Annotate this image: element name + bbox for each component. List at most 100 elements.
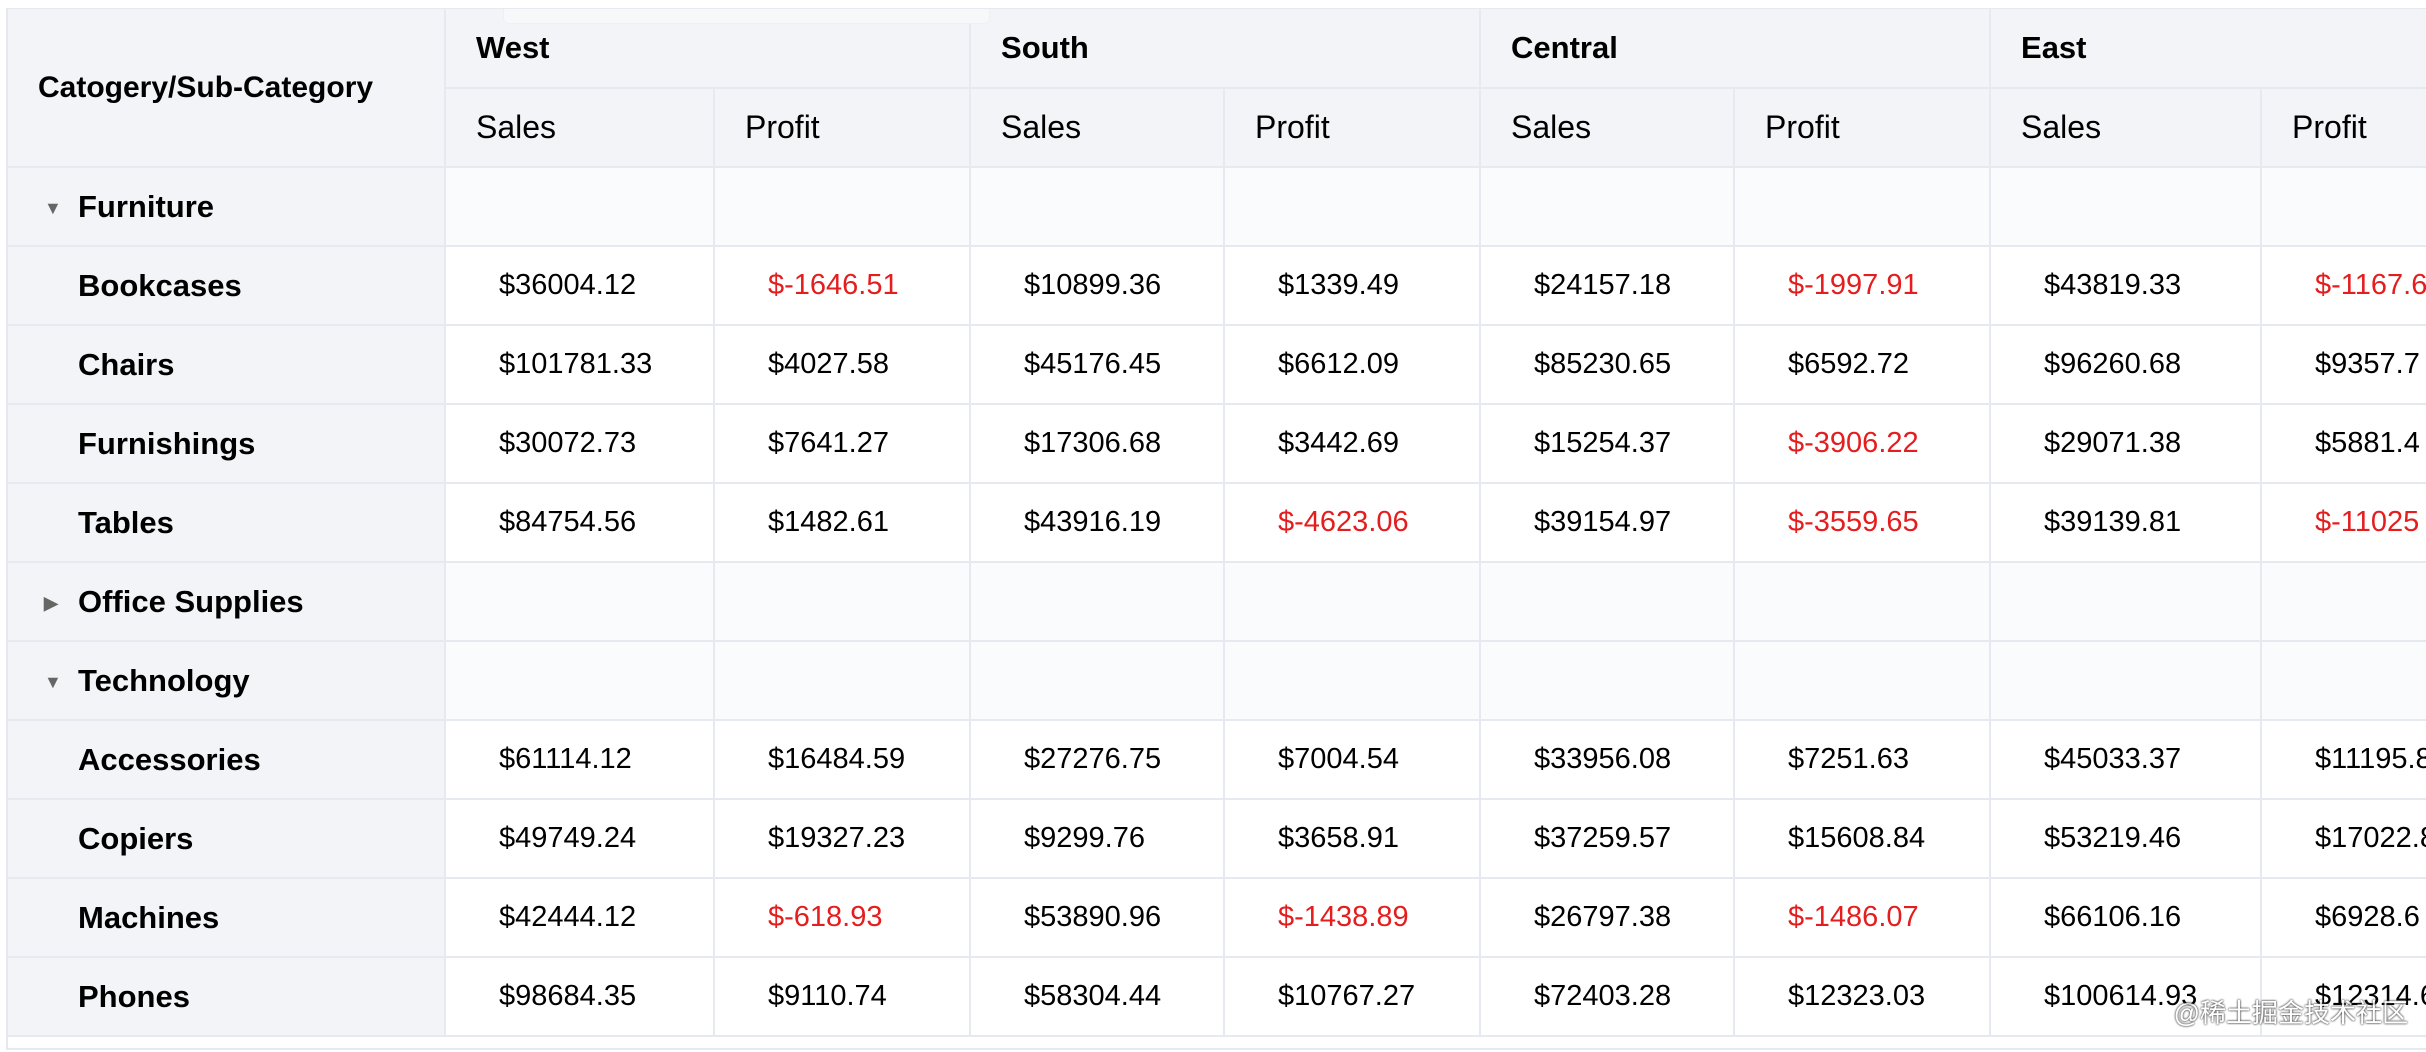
- sales-cell[interactable]: $29071.38: [1989, 403, 2263, 484]
- profit-cell[interactable]: $-1438.89: [1223, 877, 1482, 958]
- sales-cell[interactable]: $43916.19: [969, 482, 1226, 563]
- caret-down-icon[interactable]: ▼: [44, 671, 62, 692]
- sales-cell[interactable]: $9299.76: [969, 798, 1226, 879]
- profit-cell[interactable]: $19327.23: [712, 798, 972, 879]
- subcategory-header[interactable]: Bookcases: [8, 245, 446, 326]
- sales-cell[interactable]: $53890.96: [969, 877, 1226, 958]
- subcategory-header[interactable]: Phones: [8, 956, 446, 1037]
- sales-cell[interactable]: $26797.38: [1479, 877, 1736, 958]
- sales-cell[interactable]: $66106.16: [1989, 877, 2263, 958]
- group-header[interactable]: ▼ Furniture: [8, 167, 446, 247]
- group-header[interactable]: ▼ Technology: [8, 640, 446, 721]
- sales-cell[interactable]: $39154.97: [1479, 482, 1736, 563]
- sales-cell[interactable]: $96260.68: [1989, 324, 2263, 405]
- profit-cell[interactable]: $-1486.07: [1733, 877, 1992, 958]
- sales-cell[interactable]: $61114.12: [444, 719, 715, 800]
- subcategory-header[interactable]: Chairs: [8, 324, 446, 405]
- subcategory-header[interactable]: Machines: [8, 877, 446, 958]
- sales-cell[interactable]: $98684.35: [444, 956, 715, 1037]
- profit-cell[interactable]: $6612.09: [1223, 324, 1482, 405]
- region-header-south[interactable]: South: [969, 9, 1482, 89]
- table-row: Furnishings $30072.73 $7641.27 $17306.68 $34…: [8, 403, 2426, 484]
- profit-cell[interactable]: $3658.91: [1223, 798, 1482, 879]
- sales-cell[interactable]: $17306.68: [969, 403, 1226, 484]
- profit-cell[interactable]: $7251.63: [1733, 719, 1992, 800]
- region-header-east[interactable]: East: [1989, 9, 2426, 89]
- profit-cell[interactable]: $-3906.22: [1733, 403, 1992, 484]
- subcategory-header[interactable]: Copiers: [8, 798, 446, 879]
- sales-cell[interactable]: $53219.46: [1989, 798, 2263, 879]
- profit-cell[interactable]: $10767.27: [1223, 956, 1482, 1037]
- profit-cell[interactable]: $-1997.91: [1733, 245, 1992, 326]
- sales-cell[interactable]: $43819.33: [1989, 245, 2263, 326]
- table-row: Accessories $61114.12 $16484.59 $27276.75 $7…: [8, 719, 2426, 800]
- sales-cell[interactable]: $24157.18: [1479, 245, 1736, 326]
- sales-cell[interactable]: $27276.75: [969, 719, 1226, 800]
- profit-cell[interactable]: $5881.4: [2260, 403, 2426, 484]
- profit-cell[interactable]: $15608.84: [1733, 798, 1992, 879]
- sales-cell[interactable]: $30072.73: [444, 403, 715, 484]
- profit-cell[interactable]: $1339.49: [1223, 245, 1482, 326]
- profit-cell[interactable]: $9110.74: [712, 956, 972, 1037]
- profit-cell[interactable]: $-11025: [2260, 482, 2426, 563]
- caret-down-icon[interactable]: ▼: [44, 197, 62, 218]
- sales-cell[interactable]: $15254.37: [1479, 403, 1736, 484]
- corner-header: Catogery/Sub-Category: [8, 9, 446, 168]
- profit-cell[interactable]: $16484.59: [712, 719, 972, 800]
- sales-cell[interactable]: $45033.37: [1989, 719, 2263, 800]
- measure-header-sales[interactable]: Sales: [1479, 87, 1736, 168]
- subcategory-header[interactable]: Furnishings: [8, 403, 446, 484]
- profit-cell[interactable]: $-618.93: [712, 877, 972, 958]
- group-empty-cell: [969, 167, 1226, 247]
- subcategory-header[interactable]: Tables: [8, 482, 446, 563]
- measure-header-profit[interactable]: Profit: [2260, 87, 2426, 168]
- measure-header-profit[interactable]: Profit: [1223, 87, 1482, 168]
- profit-cell[interactable]: $17022.8: [2260, 798, 2426, 879]
- sales-cell[interactable]: $33956.08: [1479, 719, 1736, 800]
- measure-header-sales[interactable]: Sales: [1989, 87, 2263, 168]
- pivot-grid: Catogery/Sub-Category West South Central…: [8, 9, 2426, 1037]
- profit-cell[interactable]: $11195.8: [2260, 719, 2426, 800]
- measure-header-profit[interactable]: Profit: [1733, 87, 1992, 168]
- measure-header-sales[interactable]: Sales: [969, 87, 1226, 168]
- region-header-central[interactable]: Central: [1479, 9, 1992, 89]
- sales-cell[interactable]: $101781.33: [444, 324, 715, 405]
- sales-cell[interactable]: $49749.24: [444, 798, 715, 879]
- profit-cell[interactable]: $6592.72: [1733, 324, 1992, 405]
- group-empty-cell: [444, 640, 715, 721]
- measure-header-sales[interactable]: Sales: [445, 87, 715, 168]
- group-empty-cell: [2260, 640, 2426, 721]
- subcategory-header[interactable]: Accessories: [8, 719, 446, 800]
- sales-cell[interactable]: $37259.57: [1479, 798, 1736, 879]
- sales-cell[interactable]: $84754.56: [444, 482, 715, 563]
- group-header[interactable]: ▶ Office Supplies: [8, 561, 446, 642]
- sales-cell[interactable]: $85230.65: [1479, 324, 1736, 405]
- sales-cell[interactable]: $72403.28: [1479, 956, 1736, 1037]
- group-row: ▼ Technology: [8, 640, 2426, 721]
- sales-cell[interactable]: $10899.36: [969, 245, 1226, 326]
- group-label: Furniture: [78, 188, 215, 224]
- profit-cell[interactable]: $6928.6: [2260, 877, 2426, 958]
- sales-cell[interactable]: $100614.93: [1989, 956, 2263, 1037]
- sales-cell[interactable]: $42444.12: [444, 877, 715, 958]
- profit-cell[interactable]: $12323.03: [1733, 956, 1992, 1037]
- profit-cell[interactable]: $-1646.51: [712, 245, 972, 326]
- caret-right-icon[interactable]: ▶: [44, 592, 58, 613]
- sales-cell[interactable]: $58304.44: [969, 956, 1226, 1037]
- profit-cell[interactable]: $9357.7: [2260, 324, 2426, 405]
- sales-cell[interactable]: $36004.12: [444, 245, 715, 326]
- group-empty-cell: [1223, 167, 1482, 247]
- profit-cell[interactable]: $3442.69: [1223, 403, 1482, 484]
- profit-cell[interactable]: $12314.6: [2260, 956, 2426, 1037]
- sales-cell[interactable]: $39139.81: [1989, 482, 2263, 563]
- sales-cell[interactable]: $45176.45: [969, 324, 1226, 405]
- group-empty-cell: [1989, 640, 2263, 721]
- profit-cell[interactable]: $4027.58: [712, 324, 972, 405]
- profit-cell[interactable]: $7004.54: [1223, 719, 1482, 800]
- profit-cell[interactable]: $-1167.6: [2260, 245, 2426, 326]
- profit-cell[interactable]: $7641.27: [712, 403, 972, 484]
- profit-cell[interactable]: $-3559.65: [1733, 482, 1992, 563]
- profit-cell[interactable]: $1482.61: [712, 482, 972, 563]
- profit-cell[interactable]: $-4623.06: [1223, 482, 1482, 563]
- measure-header-profit[interactable]: Profit: [712, 87, 972, 168]
